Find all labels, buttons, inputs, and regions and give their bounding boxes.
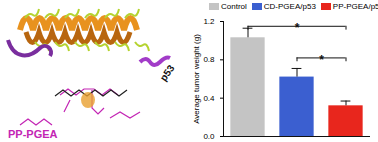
svg-text:PP-PGEA: PP-PGEA	[8, 128, 58, 140]
html-text:CD-PGEA/p53: CD-PGEA/p53	[263, 2, 316, 11]
svg-text:Average tumor weight (g): Average tumor weight (g)	[192, 34, 201, 124]
svg-text:*: *	[295, 21, 300, 35]
svg-text:p53: p53	[158, 62, 177, 83]
html-text:Control: Control	[221, 2, 247, 11]
svg-text:1.2: 1.2	[203, 17, 215, 26]
svg-text:*: *	[319, 53, 324, 67]
svg-text:0.4: 0.4	[203, 94, 215, 103]
svg-text:0.0: 0.0	[203, 132, 215, 141]
svg-text:0.8: 0.8	[203, 55, 215, 64]
